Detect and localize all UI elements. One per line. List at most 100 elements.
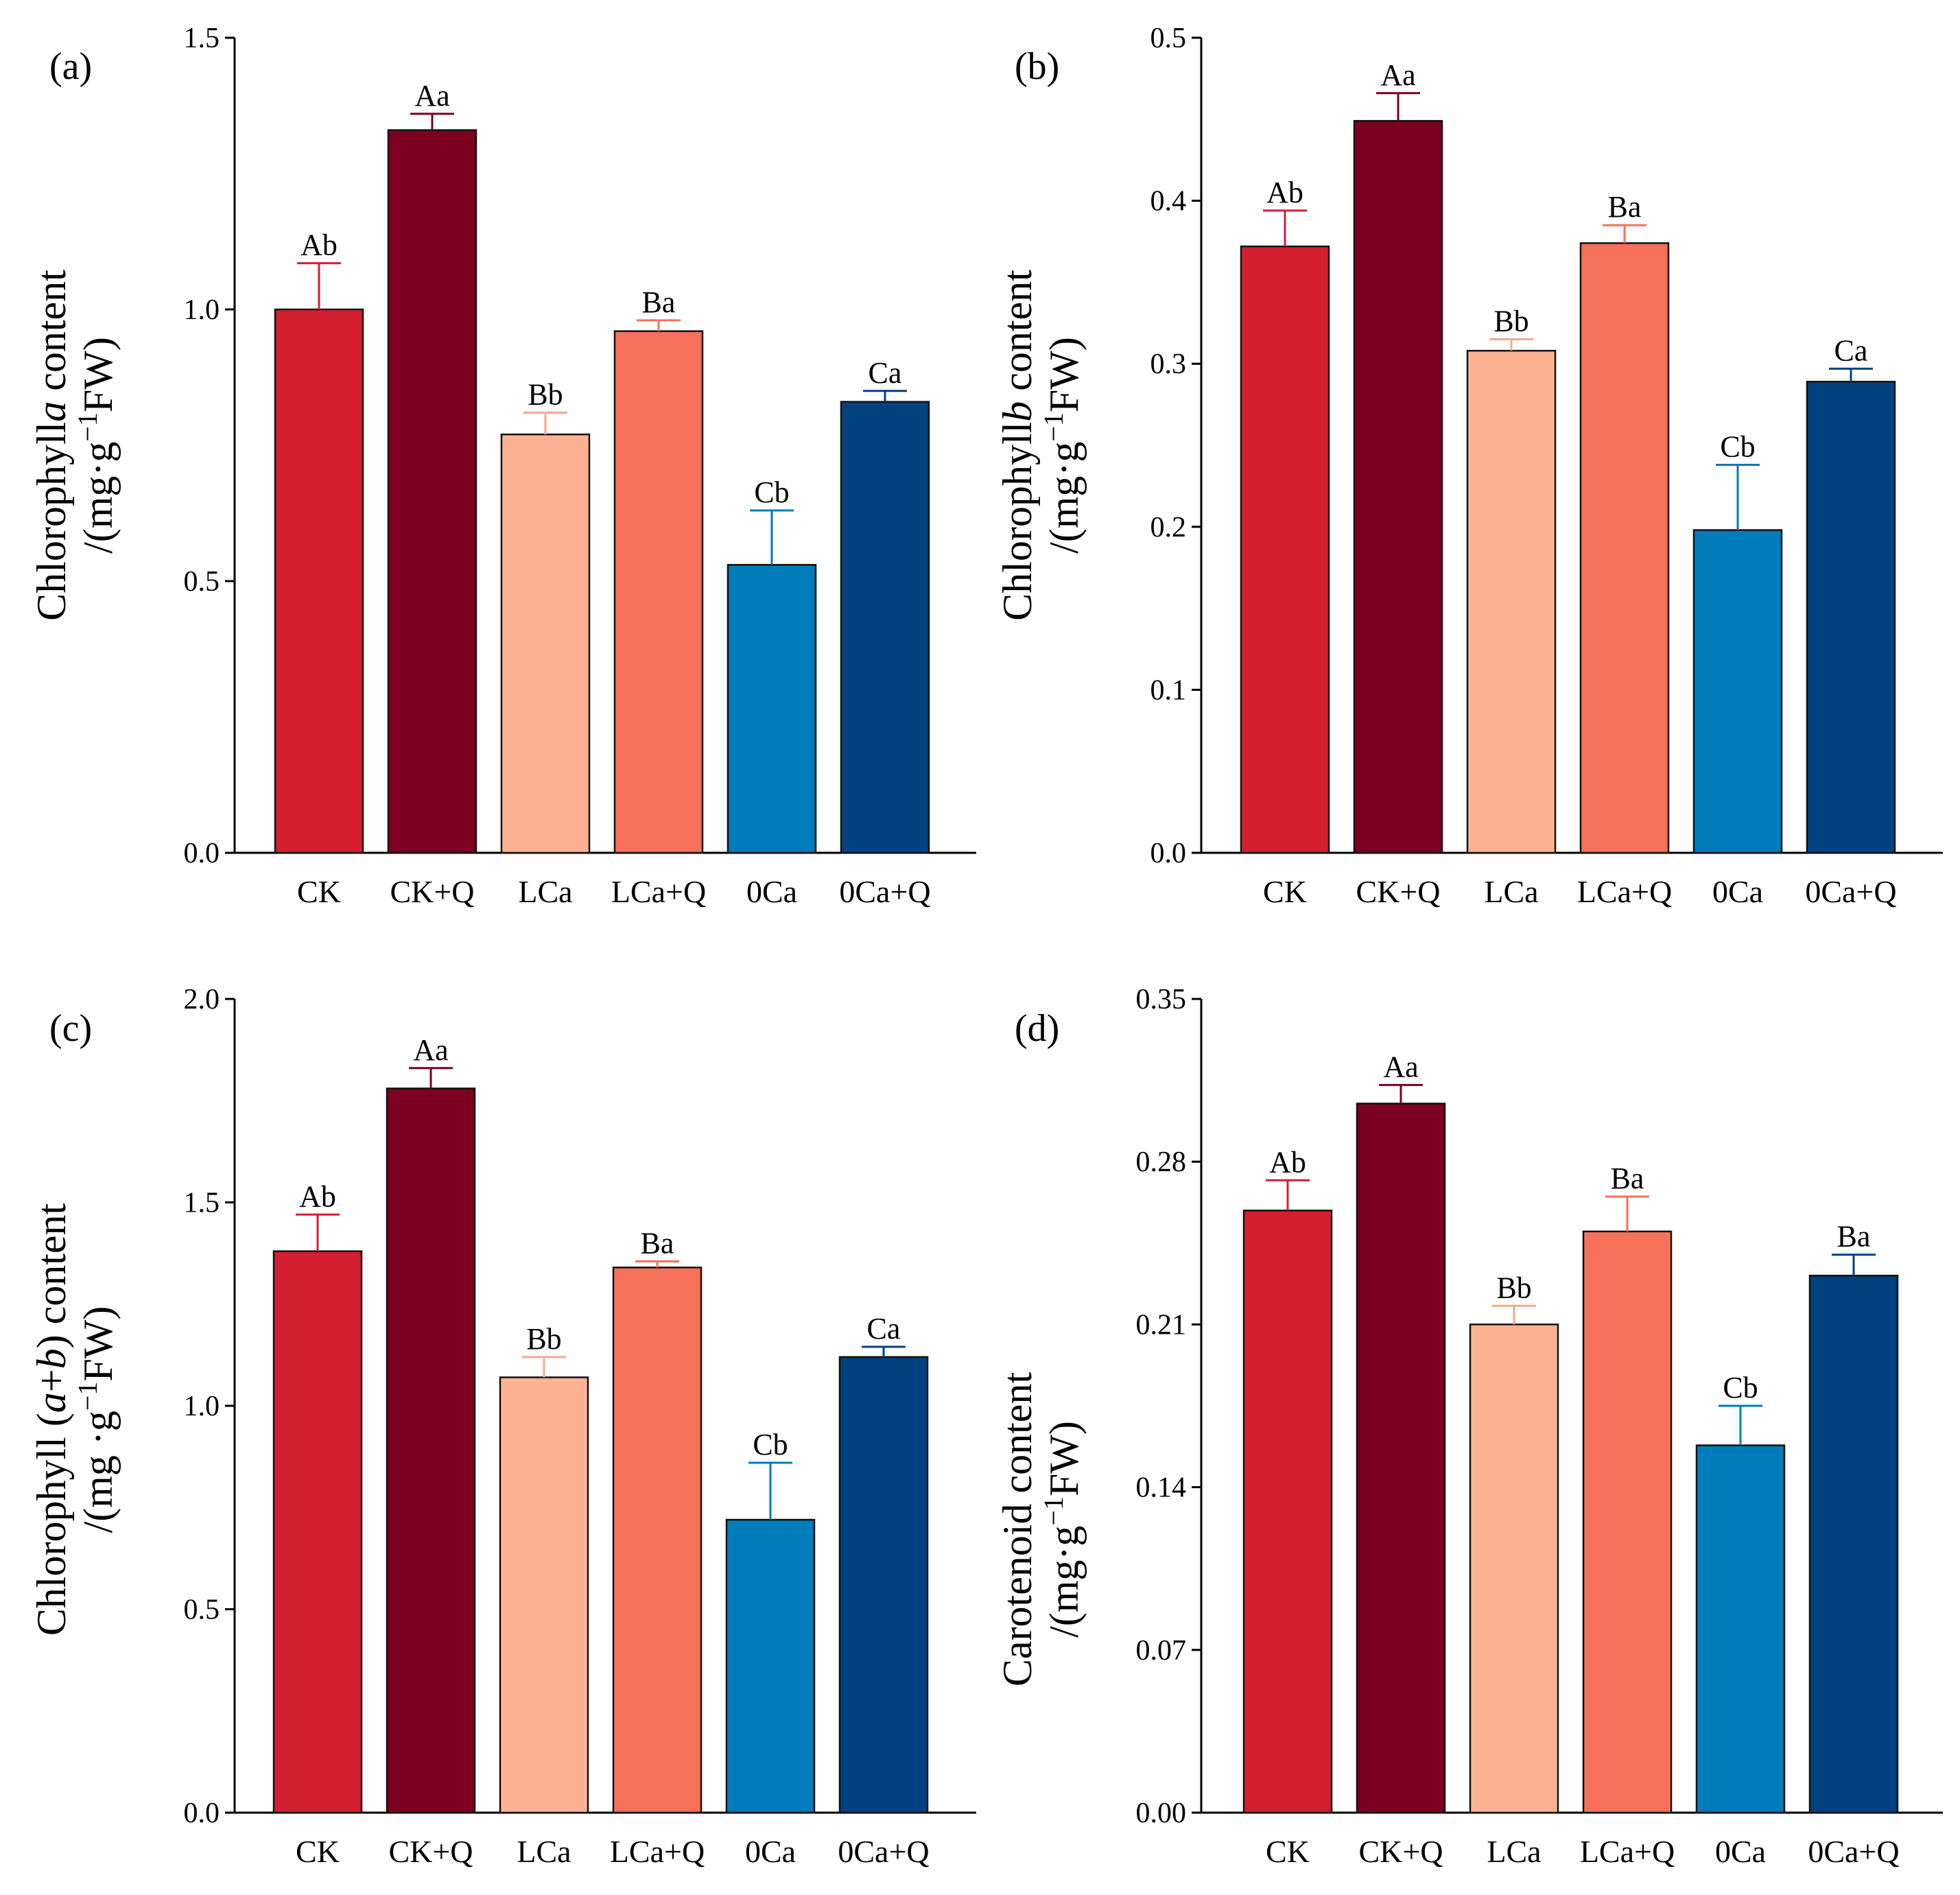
x-tick-label: CK bbox=[1263, 874, 1307, 909]
bar-LCa+Q bbox=[1582, 1230, 1673, 1814]
y-tick-label: 1.5 bbox=[184, 1188, 220, 1219]
significance-label: Ab bbox=[299, 1179, 336, 1213]
y-tick-label: 1.0 bbox=[184, 294, 220, 326]
bar-CK+Q bbox=[386, 1087, 476, 1814]
bar-0Ca+Q bbox=[838, 1356, 929, 1814]
significance-label: Bb bbox=[526, 1322, 561, 1356]
y-tick-label: 0.28 bbox=[1136, 1146, 1187, 1178]
x-tick-label: 0Ca bbox=[745, 1834, 796, 1869]
y-tick-label: 0.07 bbox=[1136, 1635, 1187, 1667]
x-tick-label: 0Ca+Q bbox=[1805, 874, 1896, 909]
significance-label: Ba bbox=[1837, 1220, 1871, 1253]
y-axis-label: Chlorophylla content/(mg·g−1FW) bbox=[29, 270, 121, 621]
significance-label: Ab bbox=[1266, 176, 1303, 209]
bar-CK bbox=[1242, 1210, 1333, 1814]
bar-LCa bbox=[500, 433, 591, 854]
x-tick-label: 0Ca bbox=[1712, 874, 1763, 909]
significance-label: Ba bbox=[641, 1226, 674, 1260]
significance-label: Ca bbox=[867, 1312, 901, 1345]
x-tick-label: CK bbox=[1266, 1834, 1310, 1869]
bar-0Ca+Q bbox=[1808, 1274, 1899, 1814]
y-tick-label: 0.14 bbox=[1136, 1472, 1187, 1504]
significance-label: Bb bbox=[1496, 1271, 1531, 1304]
significance-label: Cb bbox=[754, 475, 789, 509]
y-tick-label: 0.0 bbox=[1150, 838, 1187, 869]
significance-label: Cb bbox=[1720, 430, 1755, 464]
y-axis-label: Chlorophyll (a+b) content/(mg ·g−1FW) bbox=[29, 1203, 121, 1636]
x-tick-label: CK+Q bbox=[390, 874, 474, 909]
significance-label: Aa bbox=[414, 79, 449, 113]
significance-label: Ba bbox=[1611, 1162, 1644, 1195]
significance-label: Aa bbox=[1383, 1050, 1418, 1083]
x-tick-label: LCa+Q bbox=[1577, 874, 1672, 909]
bar-0Ca+Q bbox=[1806, 381, 1896, 854]
y-tick-label: 0.0 bbox=[184, 1798, 220, 1829]
significance-label: Ab bbox=[300, 228, 338, 262]
y-tick-label: 0.00 bbox=[1136, 1798, 1187, 1829]
y-tick-label: 0.5 bbox=[1150, 23, 1187, 54]
y-tick-label: 0.21 bbox=[1136, 1309, 1187, 1341]
bar-LCa bbox=[1466, 349, 1557, 854]
bar-CK bbox=[274, 308, 364, 854]
panel-2: (c) 0.0 0.5 1.0 1.5 2.0 Ab CK Aa CK+Q Bb LCa Ba LCa+Q… bbox=[29, 984, 976, 1869]
y-tick-label: 1.0 bbox=[184, 1391, 220, 1422]
panel-0: (a) 0.0 0.5 1.0 1.5 Ab CK Aa CK+Q Bb LCa Ba LCa+Q Cb 0… bbox=[29, 23, 976, 909]
significance-label: Aa bbox=[413, 1033, 448, 1067]
bar-LCa+Q bbox=[612, 1267, 702, 1814]
significance-label: Bb bbox=[1493, 305, 1528, 338]
bar-LCa+Q bbox=[1579, 242, 1670, 854]
bar-0Ca bbox=[725, 1518, 816, 1814]
y-tick-label: 0.5 bbox=[184, 1594, 220, 1626]
significance-label: Aa bbox=[1380, 58, 1415, 92]
panel-label: (d) bbox=[1015, 1007, 1059, 1050]
x-tick-label: LCa+Q bbox=[610, 1834, 705, 1869]
bar-0Ca bbox=[727, 563, 817, 854]
x-tick-label: CK+Q bbox=[1358, 1834, 1443, 1869]
y-tick-label: 0.35 bbox=[1136, 984, 1187, 1015]
bar-CK+Q bbox=[1353, 119, 1443, 854]
x-tick-label: 0Ca+Q bbox=[1808, 1834, 1899, 1869]
y-tick-label: 0.5 bbox=[184, 566, 220, 598]
y-axis-label: Chlorophyllb content/(mg·g−1FW) bbox=[995, 270, 1087, 621]
bar-CK bbox=[1240, 245, 1330, 854]
y-axis-label: Carotenoid content/(mg·g−1FW) bbox=[995, 1372, 1087, 1687]
x-tick-label: CK bbox=[297, 874, 341, 909]
x-tick-label: LCa+Q bbox=[1580, 1834, 1675, 1869]
x-tick-label: 0Ca+Q bbox=[838, 1834, 929, 1869]
significance-label: Ba bbox=[642, 285, 676, 319]
y-tick-label: 0.2 bbox=[1150, 512, 1187, 543]
x-tick-label: CK+Q bbox=[1356, 874, 1440, 909]
bar-CK+Q bbox=[387, 129, 477, 854]
bar-CK bbox=[272, 1250, 363, 1814]
significance-label: Ca bbox=[869, 356, 902, 390]
y-tick-label: 0.1 bbox=[1150, 674, 1187, 706]
bar-0Ca bbox=[1692, 529, 1783, 854]
x-tick-label: CK bbox=[296, 1834, 340, 1869]
bar-CK+Q bbox=[1356, 1103, 1446, 1814]
x-tick-label: 0Ca bbox=[1715, 1834, 1766, 1869]
x-tick-label: LCa+Q bbox=[611, 874, 706, 909]
significance-label: Ca bbox=[1834, 333, 1868, 367]
significance-label: Ba bbox=[1608, 190, 1642, 224]
x-tick-label: CK+Q bbox=[388, 1834, 473, 1869]
panel-1: (b) 0.0 0.1 0.2 0.3 0.4 0.5 Ab CK Aa CK+Q Bb LCa Ba LC… bbox=[995, 23, 1943, 909]
y-tick-label: 0.4 bbox=[1150, 186, 1187, 217]
x-tick-label: LCa bbox=[517, 1834, 571, 1869]
panel-label: (b) bbox=[1015, 45, 1059, 88]
y-tick-label: 0.0 bbox=[184, 838, 220, 869]
panel-label: (c) bbox=[49, 1007, 92, 1050]
panel-3: (d) 0.00 0.07 0.14 0.21 0.28 0.35 Ab CK Aa CK+Q Bb L… bbox=[995, 984, 1943, 1869]
x-tick-label: LCa bbox=[1487, 1834, 1541, 1869]
x-tick-label: LCa bbox=[1484, 874, 1538, 909]
bar-LCa bbox=[1469, 1323, 1559, 1814]
bar-0Ca+Q bbox=[840, 401, 930, 854]
y-tick-label: 2.0 bbox=[184, 984, 220, 1015]
significance-label: Cb bbox=[753, 1428, 788, 1461]
x-tick-label: 0Ca+Q bbox=[839, 874, 930, 909]
y-tick-label: 0.3 bbox=[1150, 349, 1187, 380]
bar-0Ca bbox=[1695, 1444, 1786, 1814]
bar-LCa bbox=[499, 1376, 589, 1814]
x-tick-label: 0Ca bbox=[746, 874, 797, 909]
x-tick-label: LCa bbox=[518, 874, 572, 909]
